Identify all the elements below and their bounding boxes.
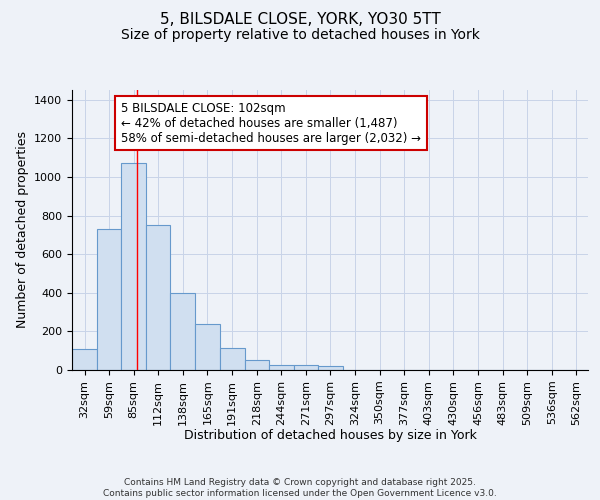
Bar: [245, 360, 269, 370]
Text: Size of property relative to detached houses in York: Size of property relative to detached ho…: [121, 28, 479, 42]
Bar: [97, 229, 121, 370]
X-axis label: Distribution of detached houses by size in York: Distribution of detached houses by size …: [184, 429, 476, 442]
Text: Contains HM Land Registry data © Crown copyright and database right 2025.
Contai: Contains HM Land Registry data © Crown c…: [103, 478, 497, 498]
Bar: [72, 349, 97, 370]
Y-axis label: Number of detached properties: Number of detached properties: [16, 132, 29, 328]
Bar: [294, 365, 318, 370]
Bar: [269, 365, 294, 370]
Bar: [196, 324, 220, 370]
Bar: [318, 366, 343, 370]
Text: 5, BILSDALE CLOSE, YORK, YO30 5TT: 5, BILSDALE CLOSE, YORK, YO30 5TT: [160, 12, 440, 28]
Text: 5 BILSDALE CLOSE: 102sqm
← 42% of detached houses are smaller (1,487)
58% of sem: 5 BILSDALE CLOSE: 102sqm ← 42% of detach…: [121, 102, 421, 144]
Bar: [220, 348, 245, 370]
Bar: [170, 293, 196, 370]
Bar: [121, 164, 146, 370]
Bar: [146, 225, 170, 370]
